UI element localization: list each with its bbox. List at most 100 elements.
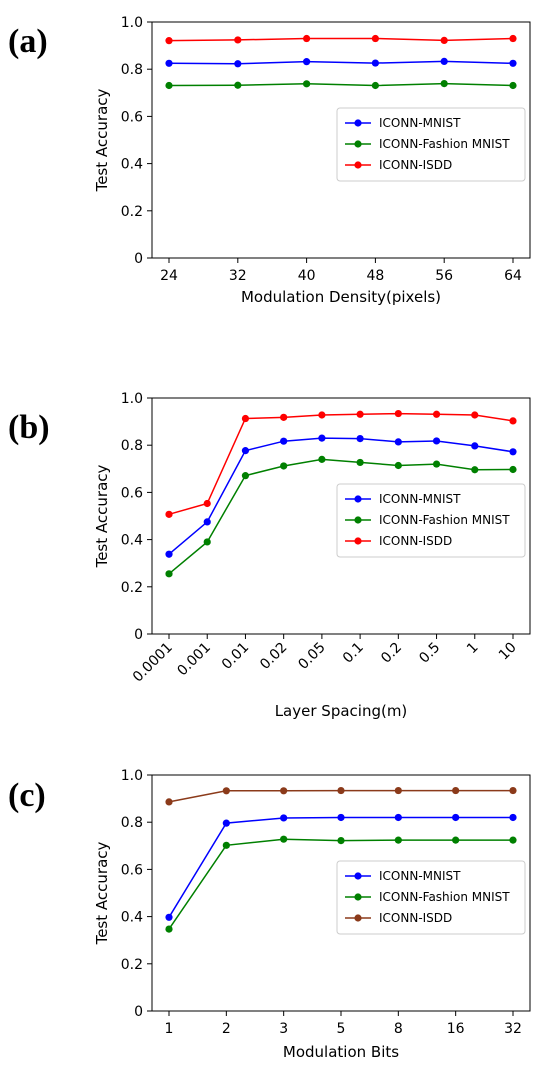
legend-entry: ICONN-ISDD [379,534,452,548]
data-point [337,786,345,795]
data-point [303,34,311,43]
x-tick-label: 0.0001 [130,640,176,686]
x-tick-label: 3 [279,1021,288,1037]
data-point [165,570,173,578]
x-tick-label: 0.01 [219,640,252,673]
y-tick-label: 0.8 [121,815,143,831]
data-point [509,465,517,474]
y-tick-label: 0 [134,1004,143,1020]
x-tick-label: 1 [464,640,482,658]
legend-entry: ICONN-Fashion MNIST [379,890,510,904]
x-tick-label: 1 [165,1021,174,1037]
data-point [280,437,288,445]
data-point [394,409,402,418]
x-tick-label: 0.05 [295,640,328,673]
data-point [280,835,288,843]
data-point [241,447,250,455]
data-point [280,814,288,822]
panel-label: (a) [8,23,48,60]
x-axis-label: Modulation Bits [283,1043,399,1061]
y-tick-label: 0.6 [121,485,143,501]
chart-panel-1: (a) 0 0.2 0.4 0.6 0.8 1.0 24 32 40 48 56 64 Modulatio… [8,15,531,306]
series-line-3 [168,37,514,42]
series-line-3 [168,412,514,516]
data-point [509,836,517,844]
x-tick-label: 32 [504,1021,522,1037]
data-point [234,60,242,68]
data-point [165,550,173,558]
legend-swatch-marker [354,914,362,922]
data-point [222,819,230,827]
x-tick-label: 0.1 [340,640,367,667]
data-point [203,518,211,526]
legend-entry: ICONN-ISDD [379,158,452,172]
y-tick-label: 0.8 [121,62,143,78]
x-tick-label: 2 [222,1021,231,1037]
plot-frame [151,21,531,259]
data-point [356,434,364,443]
data-point [440,79,448,88]
data-point [371,34,379,43]
legend-swatch-marker [354,537,362,545]
legend-box [336,483,526,558]
data-point [452,786,460,795]
x-tick-label: 64 [504,268,522,284]
data-point [280,413,288,421]
data-point [165,925,173,933]
data-point [280,787,288,795]
legend-swatch-marker [354,495,362,503]
data-point [509,59,517,67]
data-point [165,913,173,921]
legend-entry: ICONN-Fashion MNIST [379,513,510,527]
data-point [509,417,517,425]
data-point [394,786,402,795]
x-axis-label: Modulation Density(pixels) [241,288,441,306]
x-tick-label: 5 [337,1021,346,1037]
data-point [280,462,288,470]
legend-swatch-marker [354,161,362,169]
legend-entry: ICONN-MNIST [379,492,461,506]
y-tick-label: 1.0 [121,768,143,784]
y-tick-label: 0.6 [121,109,143,125]
data-point [356,410,364,418]
data-point [337,813,345,822]
data-point [452,836,460,844]
legend-entry: ICONN-MNIST [379,869,461,883]
y-tick-label: 0.2 [121,580,143,596]
data-point [509,813,517,822]
data-point [165,59,173,67]
data-point [440,57,448,66]
data-point [241,472,250,480]
data-point [394,836,402,844]
series-line-1 [168,60,514,65]
data-point [165,798,173,806]
y-tick-label: 0.2 [121,957,143,973]
y-axis-label: Test Accuracy [93,88,111,192]
chart-panel-3: (c) 0 0.2 0.4 0.6 0.8 1.0 1 2 3 5 8 16 32 Modulation B… [8,768,531,1061]
panel-label: (c) [8,777,46,814]
panel-label: (b) [8,409,50,446]
series-line-2 [168,458,514,575]
y-tick-label: 0.4 [121,910,143,926]
data-point [222,841,230,849]
legend-swatch-marker [354,516,362,524]
series-line-1 [168,437,514,555]
data-point [356,458,364,467]
x-tick-label: 40 [298,268,316,284]
legend-swatch-marker [354,872,362,880]
legend-box [336,107,526,182]
data-point [165,81,173,90]
y-tick-label: 1.0 [121,391,143,407]
y-tick-label: 0.8 [121,438,143,454]
x-tick-label: 32 [229,268,247,284]
y-axis-label: Test Accuracy [93,841,111,945]
data-point [432,410,441,418]
data-point [165,510,173,518]
data-point [318,434,326,442]
data-point [509,34,517,43]
data-point [509,448,517,456]
data-point [471,442,479,450]
data-point [471,411,479,419]
